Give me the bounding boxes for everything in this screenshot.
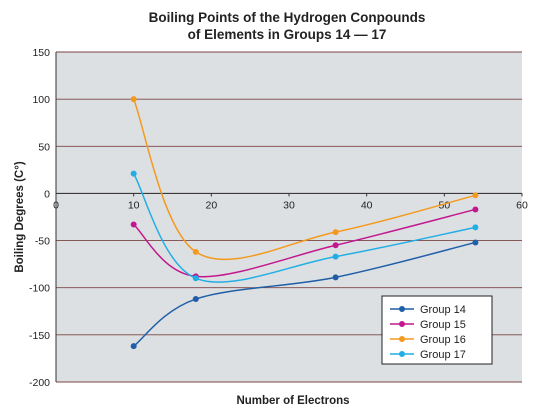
x-tick-label: 20 (205, 199, 217, 211)
x-axis-title: Number of Electrons (236, 395, 349, 407)
series-group-17 (130, 170, 479, 283)
x-tick-label: 0 (53, 199, 59, 211)
x-tick-label: 10 (128, 199, 140, 211)
series-line (133, 208, 476, 278)
data-point (472, 206, 479, 213)
legend-swatch-marker (399, 321, 405, 327)
y-tick-label: 50 (38, 141, 50, 153)
data-point (472, 224, 479, 231)
legend-swatch-marker (399, 351, 405, 357)
y-axis-title: Boiling Degrees (C°) (14, 161, 26, 272)
legend-entry-label: Group 15 (420, 319, 466, 331)
chart-title-line-2: of Elements in Groups 14 — 17 (188, 27, 387, 42)
series-line (133, 241, 476, 347)
data-point (192, 248, 199, 255)
data-point (332, 229, 339, 236)
chart-title-line-1: Boiling Points of the Hydrogen Conpounds (149, 10, 426, 25)
x-tick-label: 30 (283, 199, 295, 211)
data-point (332, 253, 339, 260)
x-tick-label: 50 (438, 199, 450, 211)
data-point (130, 96, 137, 103)
y-tick-label: -100 (29, 283, 50, 295)
series-layer (130, 96, 479, 350)
y-tick-label: -200 (29, 377, 50, 389)
data-point (192, 275, 199, 282)
axes (55, 52, 523, 382)
legend-swatch-marker (399, 306, 405, 312)
data-point (130, 343, 137, 350)
x-tick-label: 40 (361, 199, 373, 211)
data-point (130, 221, 137, 228)
series-line (133, 173, 476, 283)
series-line (132, 98, 476, 261)
y-tick-label: -150 (29, 330, 50, 342)
series-group-14 (130, 239, 479, 350)
data-point (472, 192, 479, 199)
data-point (332, 274, 339, 281)
legend-entry-label: Group 17 (420, 349, 466, 361)
legend-swatch-marker (399, 336, 405, 342)
series-group-16 (130, 96, 479, 261)
data-point (130, 170, 137, 177)
y-tick-label: -50 (35, 236, 50, 248)
y-tick-label: 150 (32, 47, 50, 59)
tick-labels: 150 100 50 0 -50 -100 -150 -200 0 10 20 30 40 50 60 (29, 47, 528, 389)
data-point (192, 296, 199, 303)
legend-entry-label: Group 14 (420, 304, 466, 316)
legend: Group 14 Group 15 Group 16 Group 17 (381, 295, 493, 365)
y-tick-label: 0 (44, 188, 50, 200)
data-point (332, 242, 339, 249)
y-tick-label: 100 (32, 94, 50, 106)
x-tick-label: 60 (516, 199, 528, 211)
legend-entry-label: Group 16 (420, 334, 466, 346)
data-point (472, 239, 479, 246)
